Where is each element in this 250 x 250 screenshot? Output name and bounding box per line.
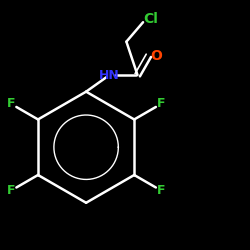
Text: HN: HN xyxy=(99,68,120,82)
Text: O: O xyxy=(150,48,162,62)
Text: F: F xyxy=(157,184,166,197)
Text: F: F xyxy=(157,98,166,110)
Text: Cl: Cl xyxy=(144,12,158,26)
Text: F: F xyxy=(7,184,15,197)
Text: F: F xyxy=(7,98,15,110)
